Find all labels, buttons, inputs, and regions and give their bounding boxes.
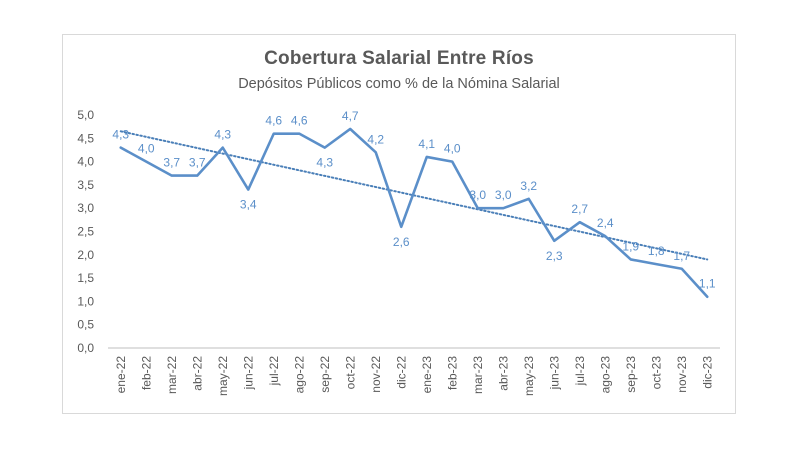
data-label: 2,4	[597, 216, 614, 230]
x-tick-label: ago-23	[598, 356, 612, 394]
data-label: 3,0	[469, 188, 486, 202]
data-label: 4,6	[291, 114, 308, 128]
data-label: 2,3	[546, 249, 563, 263]
data-label: 4,6	[265, 114, 282, 128]
x-tick-label: jun-22	[241, 356, 255, 391]
x-tick-label: dic-22	[394, 356, 408, 389]
x-tick-label: jul-22	[267, 356, 281, 387]
data-label: 4,3	[316, 156, 333, 170]
data-label: 4,1	[418, 137, 435, 151]
y-tick-label: 3,5	[77, 178, 94, 192]
chart-title: Cobertura Salarial Entre Ríos	[264, 48, 534, 69]
y-tick-label: 4,5	[77, 131, 94, 145]
data-label: 1,9	[622, 239, 639, 253]
y-tick-label: 1,5	[77, 271, 94, 285]
x-tick-label: nov-23	[675, 356, 689, 393]
data-label: 3,2	[520, 179, 537, 193]
data-label: 4,7	[342, 109, 359, 123]
x-tick-label: sep-22	[318, 356, 332, 393]
y-tick-label: 3,0	[77, 201, 94, 215]
data-label: 1,1	[699, 277, 716, 291]
data-label: 4,0	[138, 142, 155, 156]
x-tick-label: ene-22	[114, 356, 128, 394]
x-tick-label: feb-22	[139, 356, 153, 390]
x-tick-label: ene-23	[420, 356, 434, 394]
data-label: 4,3	[214, 128, 231, 142]
data-label: 2,7	[571, 202, 588, 216]
y-tick-label: 5,0	[77, 108, 94, 122]
x-tick-label: may-22	[216, 356, 230, 396]
x-tick-label: nov-22	[369, 356, 383, 393]
data-label: 3,7	[189, 156, 206, 170]
data-label: 3,0	[495, 188, 512, 202]
y-tick-label: 0,5	[77, 318, 94, 332]
data-label: 2,6	[393, 235, 410, 249]
y-tick-label: 4,0	[77, 155, 94, 169]
data-label: 3,7	[163, 156, 180, 170]
data-label: 1,8	[648, 244, 665, 258]
data-label: 1,7	[673, 249, 690, 263]
x-tick-label: sep-23	[624, 356, 638, 393]
data-label: 4,0	[444, 142, 461, 156]
data-labels: 4,3 4,0 3,7 3,7 4,3 3,4 4,6 4,6 4,3 4,7 4,2 2,6 4,1 4…	[112, 109, 716, 291]
x-tick-label: mar-23	[471, 356, 485, 394]
y-tick-label: 1,0	[77, 294, 94, 308]
x-tick-label: ago-22	[292, 356, 306, 394]
x-tick-label: jun-23	[547, 356, 561, 391]
data-label: 3,4	[240, 198, 257, 212]
y-tick-label: 2,5	[77, 225, 94, 239]
y-tick-label: 0,0	[77, 341, 94, 355]
x-axis-ticks: ene-22 feb-22 mar-22 abr-22 may-22 jun-22 jul-…	[114, 356, 715, 396]
x-tick-label: dic-23	[700, 356, 714, 389]
y-axis-ticks: 0,0 0,5 1,0 1,5 2,0 2,5 3,0 3,5 4,0 4,5 5,0	[77, 108, 94, 355]
x-tick-label: mar-22	[165, 356, 179, 394]
data-label: 4,3	[112, 128, 129, 142]
data-label: 4,2	[367, 132, 384, 146]
x-tick-label: abr-22	[190, 356, 204, 391]
x-tick-label: oct-23	[649, 356, 663, 390]
chart-subtitle: Depósitos Públicos como % de la Nómina S…	[238, 76, 560, 92]
y-tick-label: 2,0	[77, 248, 94, 262]
x-tick-label: may-23	[522, 356, 536, 396]
x-tick-label: abr-23	[496, 356, 510, 391]
x-tick-label: oct-22	[343, 356, 357, 390]
x-tick-label: feb-23	[445, 356, 459, 390]
series-line	[119, 127, 709, 299]
x-tick-label: jul-23	[573, 356, 587, 387]
